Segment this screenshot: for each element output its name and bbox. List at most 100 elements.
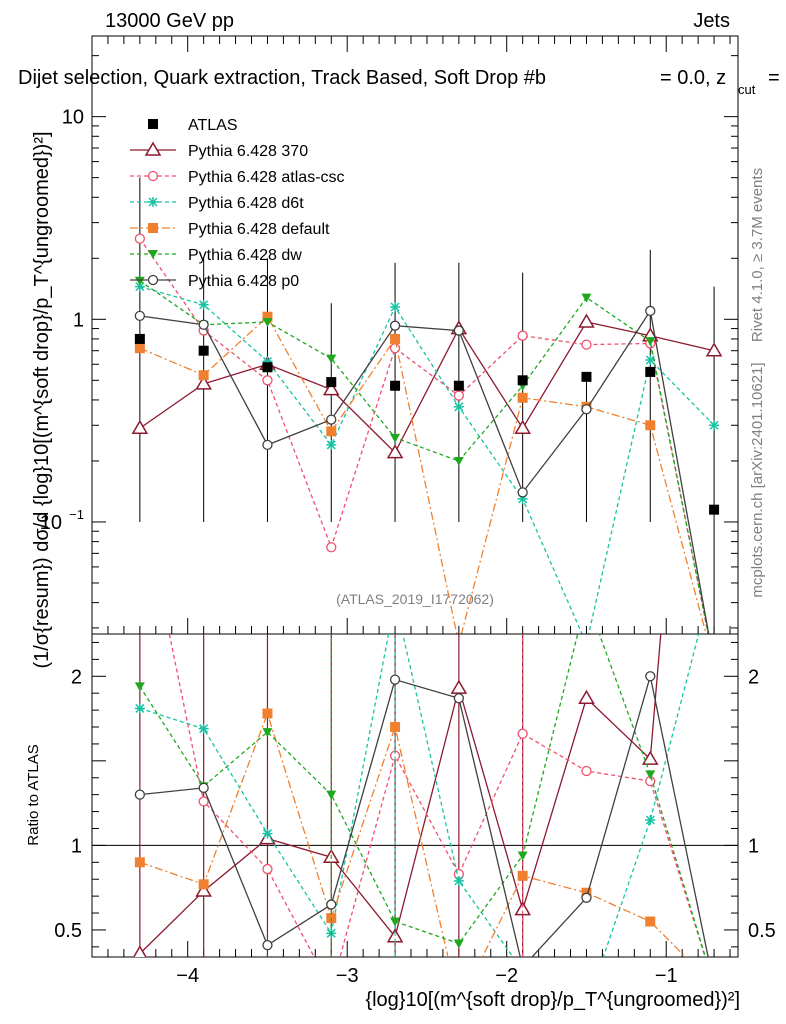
series-pythia-6-428-d6t-ratio-point-d2 — [645, 815, 655, 825]
selection-end: = — [768, 67, 780, 89]
y-tick-label-main: 1 — [73, 309, 84, 331]
series-pythia-6-428-p0-ratio-point — [645, 671, 656, 682]
series-pythia-6-428-atlas-csc-ratio-point — [327, 985, 336, 994]
x-axis-label: {log}10[(m^{soft drop}/p_T^{ungroomed})²… — [365, 989, 740, 1011]
series-pythia-6-428-default-point — [134, 343, 145, 354]
series-pythia-6-428-atlas-csc-point — [517, 330, 528, 341]
series-pythia-6-428-dw-ratio-point — [645, 770, 656, 780]
series-pythia-6-428-d6t-point-d2 — [454, 402, 464, 412]
legend-marker — [148, 223, 158, 233]
series-pythia-6-428-atlas-csc-point — [581, 339, 592, 350]
y-tick-label-ratio: 1 — [71, 835, 82, 857]
series-pythia-6-428-dw-point — [453, 456, 464, 466]
series-pythia-6-428-370-point — [322, 381, 340, 396]
series-pythia-6-428-default-ratio-point — [517, 870, 528, 881]
series-pythia-6-428-atlas-csc-ratio-point — [262, 863, 273, 875]
series-pythia-6-428-d6t-point-d2 — [135, 282, 145, 292]
y-tick-exponent: −1 — [69, 507, 84, 522]
series-pythia-6-428-d6t-point — [645, 354, 656, 365]
selection-tail: = 0.0, z — [660, 67, 726, 89]
x-tick-label: −3 — [336, 965, 359, 987]
series-pythia-6-428-d6t-point — [326, 439, 337, 450]
series-pythia-6-428-d6t-ratio-point-d2 — [519, 967, 527, 975]
atlas-data-point — [390, 380, 401, 391]
legend-item: Pythia 6.428 default — [130, 221, 330, 238]
legend-item: Pythia 6.428 p0 — [130, 273, 299, 290]
legend-label: Pythia 6.428 d6t — [188, 195, 304, 212]
series-pythia-6-428-370-ratio-point — [641, 750, 659, 765]
series-pythia-6-428-atlas-csc-ratio-point — [198, 796, 209, 807]
legend-item: Pythia 6.428 d6t — [130, 195, 304, 212]
series-pythia-6-428-d6t-ratio-point-d2 — [199, 724, 209, 734]
series-pythia-6-428-d6t-ratio-point — [518, 966, 528, 976]
y-tick-label-ratio-right: 0.5 — [748, 920, 776, 942]
series-pythia-6-428-default-point — [390, 333, 401, 344]
y-tick-label-ratio-right: 2 — [748, 666, 759, 688]
series-pythia-6-428-d6t-ratio-point-d2 — [454, 876, 464, 886]
series-pythia-6-428-dw-ratio-point — [453, 939, 464, 949]
atlas-data-point — [709, 504, 720, 515]
series-pythia-6-428-d6t-point-d2 — [645, 355, 655, 365]
series-pythia-6-428-370-point — [195, 375, 212, 390]
series-pythia-6-428-default-ratio-point — [134, 857, 145, 868]
series-pythia-6-428-p0-point — [198, 319, 209, 330]
x-tick-label: −4 — [176, 965, 199, 987]
series-pythia-6-428-d6t-point — [198, 299, 209, 310]
series-pythia-6-428-p0-ratio-point — [581, 892, 592, 903]
selection-sub: cut — [738, 82, 756, 97]
series-pythia-6-428-dw-ratio-point — [326, 790, 337, 800]
series-pythia-6-428-370-ratio-point — [132, 945, 147, 957]
y-axis-label-main: (1/σ{resum}) dσ/d {log}10[(m^{soft drop}… — [31, 131, 53, 668]
legend-marker-d2 — [148, 197, 158, 207]
legend-label: ATLAS — [188, 117, 238, 134]
rivet-label: Rivet 4.1.0, ≥ 3.7M events — [749, 168, 766, 342]
series-pythia-6-428-dw-point — [581, 293, 592, 303]
series-pythia-6-428-default-ratio-point — [390, 722, 401, 733]
ratio-plot-area — [132, 594, 709, 994]
y-tick-label-ratio-right: 1 — [748, 835, 759, 857]
series-pythia-6-428-dw-ratio-point — [517, 851, 528, 861]
series-pythia-6-428-d6t-line — [139, 285, 715, 634]
series-pythia-6-428-atlas-csc-line — [139, 238, 709, 634]
series-pythia-6-428-d6t-point-d2 — [582, 640, 590, 648]
legend-marker — [144, 141, 162, 156]
legend-item: Pythia 6.428 atlas-csc — [130, 169, 345, 186]
series-pythia-6-428-p0-point — [517, 487, 528, 498]
series-pythia-6-428-atlas-csc-point — [326, 542, 337, 553]
legend-label: Pythia 6.428 p0 — [188, 273, 299, 290]
series-pythia-6-428-atlas-csc-ratio-point — [517, 728, 528, 739]
atlas-data-point — [517, 375, 528, 386]
process-label: Jets — [693, 10, 730, 32]
series-pythia-6-428-d6t-ratio-point — [262, 828, 273, 839]
series-pythia-6-428-370-point — [514, 419, 531, 435]
y-tick-label-ratio: 0.5 — [54, 920, 82, 942]
series-pythia-6-428-default-point — [517, 392, 528, 403]
main-plot-area — [131, 177, 723, 649]
series-pythia-6-428-atlas-csc-point — [262, 375, 273, 386]
legend-label: Pythia 6.428 370 — [188, 143, 308, 160]
series-pythia-6-428-p0-ratio-point — [389, 674, 401, 685]
series-pythia-6-428-370-ratio-point — [450, 679, 468, 694]
series-pythia-6-428-dw-point — [645, 337, 656, 347]
series-pythia-6-428-default-ratio-point — [262, 708, 273, 719]
series-pythia-6-428-p0-ratio-point — [518, 963, 527, 972]
legend-label: Pythia 6.428 atlas-csc — [188, 169, 345, 186]
series-pythia-6-428-dw-point — [326, 354, 337, 364]
series-pythia-6-428-p0-ratio-line — [139, 676, 709, 957]
series-pythia-6-428-d6t-ratio-line — [139, 634, 700, 957]
series-pythia-6-428-p0-ratio-point — [262, 940, 273, 951]
selection-title: Dijet selection, Quark extraction, Track… — [18, 67, 546, 89]
series-pythia-6-428-d6t-point — [390, 302, 401, 313]
atlas-data-point — [198, 345, 209, 356]
series-pythia-6-428-d6t-point-d2 — [199, 300, 209, 310]
legend-label: Pythia 6.428 default — [188, 221, 330, 238]
series-pythia-6-428-dw-ratio-point — [581, 594, 591, 603]
watermark-label: (ATLAS_2019_I1772062) — [336, 591, 494, 607]
series-pythia-6-428-d6t-point — [581, 639, 591, 649]
series-pythia-6-428-atlas-csc-point — [453, 390, 465, 401]
series-pythia-6-428-d6t-ratio-point — [645, 815, 656, 826]
series-pythia-6-428-d6t-ratio-point-d2 — [262, 829, 272, 839]
atlas-data-point — [134, 333, 145, 344]
atlas-data-point — [262, 362, 273, 373]
